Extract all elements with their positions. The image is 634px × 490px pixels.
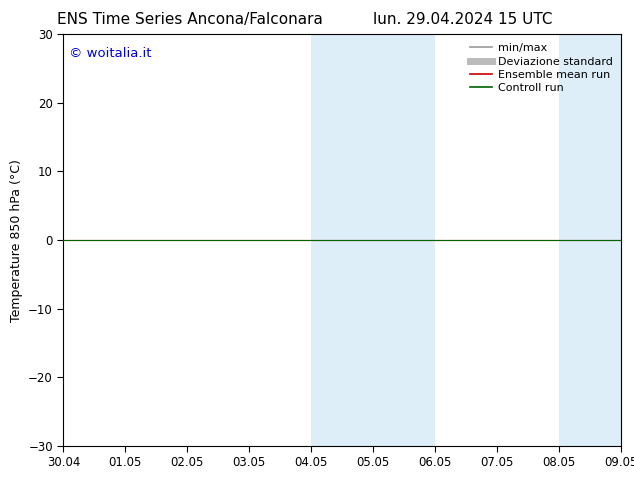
Bar bbox=[311, 34, 373, 446]
Bar bbox=[559, 34, 621, 446]
Text: lun. 29.04.2024 15 UTC: lun. 29.04.2024 15 UTC bbox=[373, 12, 553, 27]
Bar bbox=[373, 34, 436, 446]
Text: ENS Time Series Ancona/Falconara: ENS Time Series Ancona/Falconara bbox=[57, 12, 323, 27]
Text: © woitalia.it: © woitalia.it bbox=[69, 47, 152, 60]
Legend: min/max, Deviazione standard, Ensemble mean run, Controll run: min/max, Deviazione standard, Ensemble m… bbox=[467, 40, 616, 97]
Y-axis label: Temperature 850 hPa (°C): Temperature 850 hPa (°C) bbox=[10, 159, 23, 321]
